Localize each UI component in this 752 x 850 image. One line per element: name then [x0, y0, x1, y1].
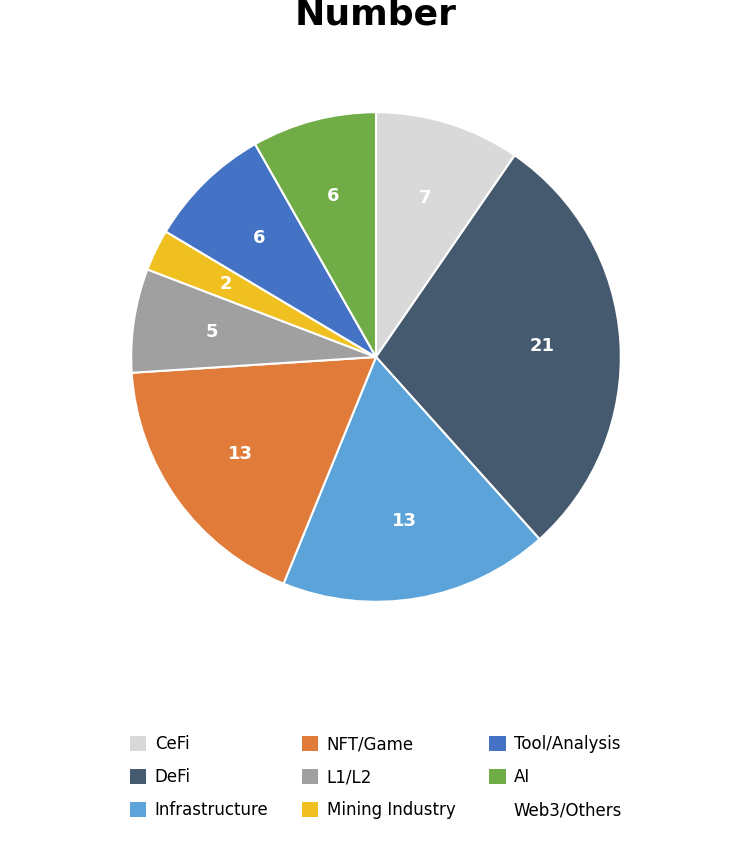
Wedge shape: [255, 112, 376, 357]
Legend: CeFi, DeFi, Infrastructure, NFT/Game, L1/L2, Mining Industry, Tool/Analysis, AI,: CeFi, DeFi, Infrastructure, NFT/Game, L1…: [123, 728, 629, 826]
Wedge shape: [284, 357, 539, 602]
Text: 21: 21: [529, 337, 555, 355]
Wedge shape: [147, 231, 376, 357]
Text: 13: 13: [229, 445, 253, 463]
Title: Number: Number: [295, 0, 457, 31]
Text: 7: 7: [419, 189, 432, 207]
Wedge shape: [165, 144, 376, 357]
Text: 13: 13: [392, 512, 417, 530]
Wedge shape: [132, 357, 376, 584]
Text: 6: 6: [253, 229, 265, 247]
Text: 2: 2: [220, 275, 232, 293]
Wedge shape: [376, 112, 514, 357]
Wedge shape: [376, 156, 621, 539]
Wedge shape: [131, 269, 376, 373]
Text: 6: 6: [327, 187, 340, 205]
Text: 5: 5: [205, 323, 217, 341]
